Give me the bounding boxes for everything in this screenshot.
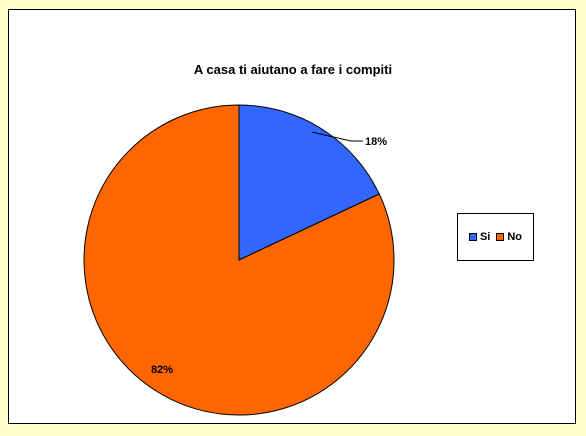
legend-swatch-no (496, 233, 505, 241)
leader-line-si (311, 131, 363, 142)
pie-chart: 18% 82% (83, 104, 395, 416)
legend-entry-no: No (496, 231, 522, 243)
legend: Si No (457, 213, 534, 261)
pie-slice-si (238, 104, 380, 261)
chart-title: A casa ti aiutano a fare i compiti (193, 62, 393, 77)
chart-area: A casa ti aiutano a fare i compiti 18% 82… (8, 9, 576, 424)
pie-slice-no (83, 104, 395, 416)
legend-label-si: Si (479, 231, 491, 243)
legend-entry-si: Si (468, 231, 491, 243)
legend-swatch-si (468, 233, 477, 241)
data-label-no: 82% (151, 364, 173, 376)
legend-label-no: No (507, 231, 523, 243)
data-label-si: 18% (365, 136, 387, 148)
